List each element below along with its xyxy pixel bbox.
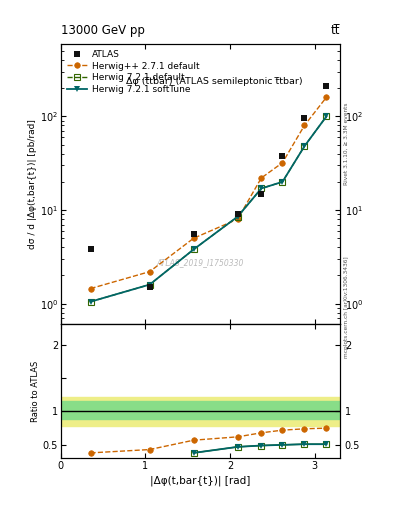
Herwig 7.2.1 default	[324, 113, 329, 119]
Herwig 7.2.1 softTune	[280, 179, 285, 185]
Text: ATLAS_2019_I1750330: ATLAS_2019_I1750330	[157, 258, 244, 267]
ATLAS	[280, 153, 285, 159]
Line: Herwig++ 2.7.1 default: Herwig++ 2.7.1 default	[88, 95, 329, 291]
ATLAS	[259, 190, 264, 197]
Legend: ATLAS, Herwig++ 2.7.1 default, Herwig 7.2.1 default, Herwig 7.2.1 softTune: ATLAS, Herwig++ 2.7.1 default, Herwig 7.…	[65, 48, 201, 96]
Herwig++ 2.7.1 default	[235, 216, 240, 222]
Line: ATLAS: ATLAS	[87, 83, 330, 291]
ATLAS	[191, 231, 196, 238]
Text: 13000 GeV pp: 13000 GeV pp	[61, 24, 145, 37]
Y-axis label: Ratio to ATLAS: Ratio to ATLAS	[31, 361, 40, 422]
Herwig++ 2.7.1 default	[324, 94, 329, 100]
ATLAS	[302, 115, 307, 121]
Herwig 7.2.1 softTune	[88, 298, 93, 305]
Text: Rivet 3.1.10, ≥ 3.3M events: Rivet 3.1.10, ≥ 3.3M events	[344, 102, 349, 185]
Herwig++ 2.7.1 default	[88, 286, 93, 292]
Herwig 7.2.1 default	[235, 214, 240, 220]
Herwig 7.2.1 default	[147, 282, 152, 288]
X-axis label: |Δφ(t,bar{t})| [rad]: |Δφ(t,bar{t})| [rad]	[150, 475, 251, 486]
Herwig++ 2.7.1 default	[280, 160, 285, 166]
Line: Herwig 7.2.1 softTune: Herwig 7.2.1 softTune	[87, 113, 330, 305]
Herwig++ 2.7.1 default	[259, 175, 264, 181]
Herwig++ 2.7.1 default	[147, 269, 152, 275]
Text: Δφ (t̅tbar) (ATLAS semileptonic t̅tbar): Δφ (t̅tbar) (ATLAS semileptonic t̅tbar)	[126, 77, 303, 86]
Y-axis label: dσ / d |Δφ(t,bar{t})| [pb/rad]: dσ / d |Δφ(t,bar{t})| [pb/rad]	[28, 119, 37, 249]
Herwig 7.2.1 softTune	[324, 113, 329, 119]
ATLAS	[88, 246, 93, 252]
Herwig 7.2.1 softTune	[235, 214, 240, 220]
Herwig 7.2.1 default	[191, 246, 196, 252]
Text: mcplots.cern.ch [arXiv:1306.3436]: mcplots.cern.ch [arXiv:1306.3436]	[344, 257, 349, 358]
Herwig 7.2.1 softTune	[259, 185, 264, 191]
Herwig 7.2.1 default	[302, 143, 307, 150]
Herwig 7.2.1 default	[259, 185, 264, 191]
ATLAS	[147, 284, 152, 290]
Herwig 7.2.1 softTune	[302, 143, 307, 150]
Herwig 7.2.1 softTune	[147, 282, 152, 288]
Line: Herwig 7.2.1 default: Herwig 7.2.1 default	[88, 114, 329, 305]
Herwig 7.2.1 softTune	[191, 246, 196, 252]
Herwig 7.2.1 default	[88, 298, 93, 305]
Herwig 7.2.1 default	[280, 179, 285, 185]
Text: tt̅: tt̅	[331, 24, 340, 37]
ATLAS	[235, 211, 240, 218]
ATLAS	[324, 83, 329, 89]
Herwig++ 2.7.1 default	[302, 122, 307, 129]
Herwig++ 2.7.1 default	[191, 235, 196, 241]
